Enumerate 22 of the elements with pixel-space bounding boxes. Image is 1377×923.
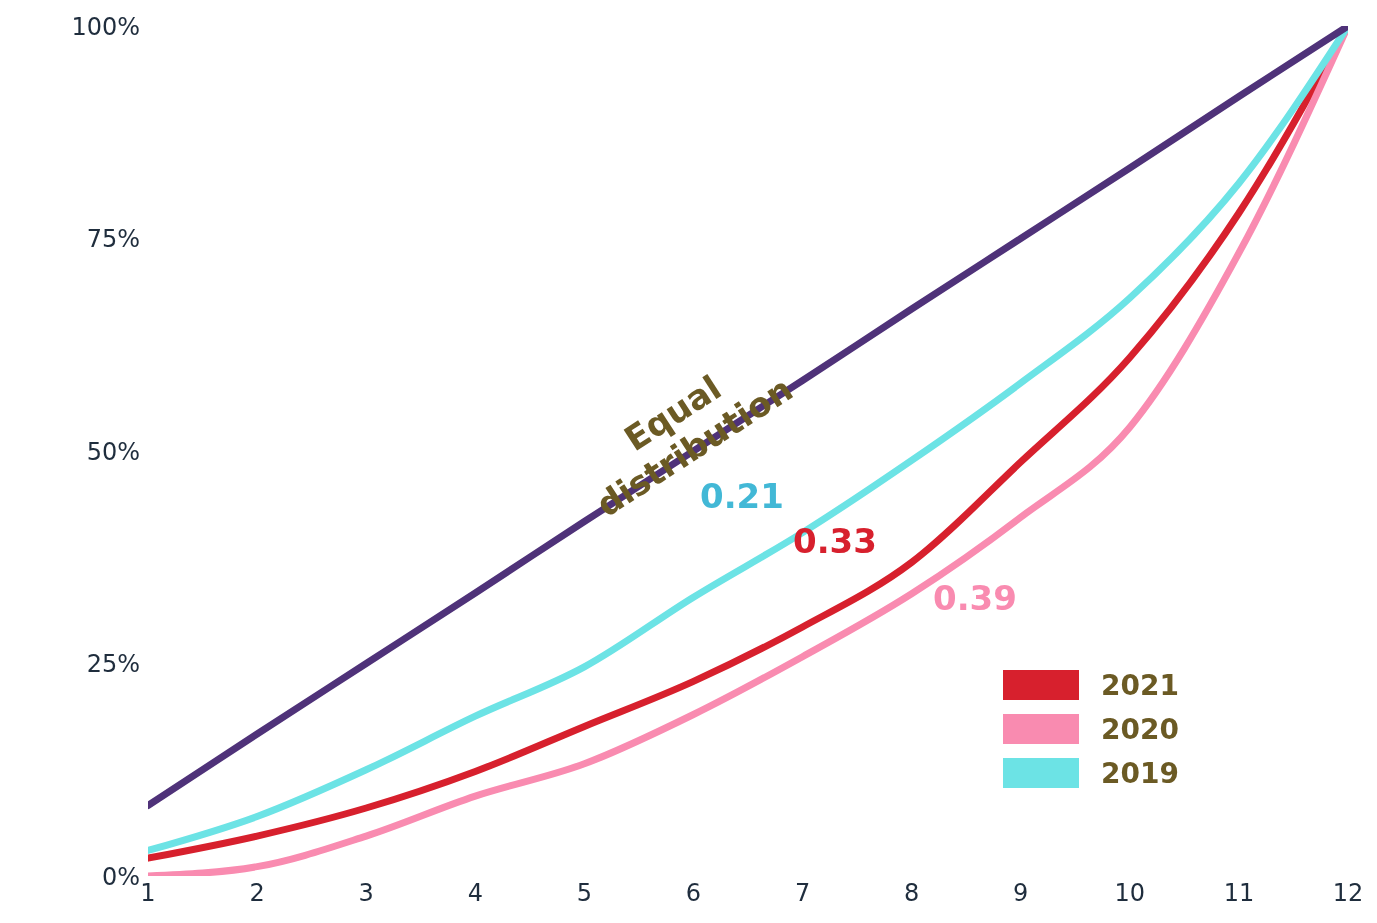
x-tick-label: 3: [358, 879, 374, 908]
y-tick-label: 75%: [86, 225, 140, 254]
y-tick-label: 25%: [86, 650, 140, 679]
annotation: 0.33: [793, 521, 877, 561]
x-tick-label: 1: [140, 879, 156, 908]
x-tick-label: 5: [576, 879, 592, 908]
x-tick-label: 11: [1223, 879, 1255, 908]
y-tick-label: 100%: [71, 12, 140, 41]
y-tick-label: 50%: [86, 437, 140, 466]
legend-label: 2021: [1101, 668, 1179, 702]
legend-label: 2019: [1101, 756, 1179, 790]
x-tick-label: 9: [1013, 879, 1029, 908]
x-tick-label: 12: [1332, 879, 1364, 908]
x-tick-label: 7: [794, 879, 811, 908]
x-tick-label: 2: [249, 879, 265, 908]
y-tick-label: 0%: [101, 862, 140, 891]
x-tick-label: 6: [685, 879, 702, 908]
legend-label: 2020: [1101, 712, 1179, 746]
x-tick-label: 8: [904, 879, 920, 908]
x-tick-label: 4: [467, 879, 483, 908]
x-tick-label: 10: [1114, 879, 1146, 908]
annotation: 0.39: [933, 578, 1017, 618]
